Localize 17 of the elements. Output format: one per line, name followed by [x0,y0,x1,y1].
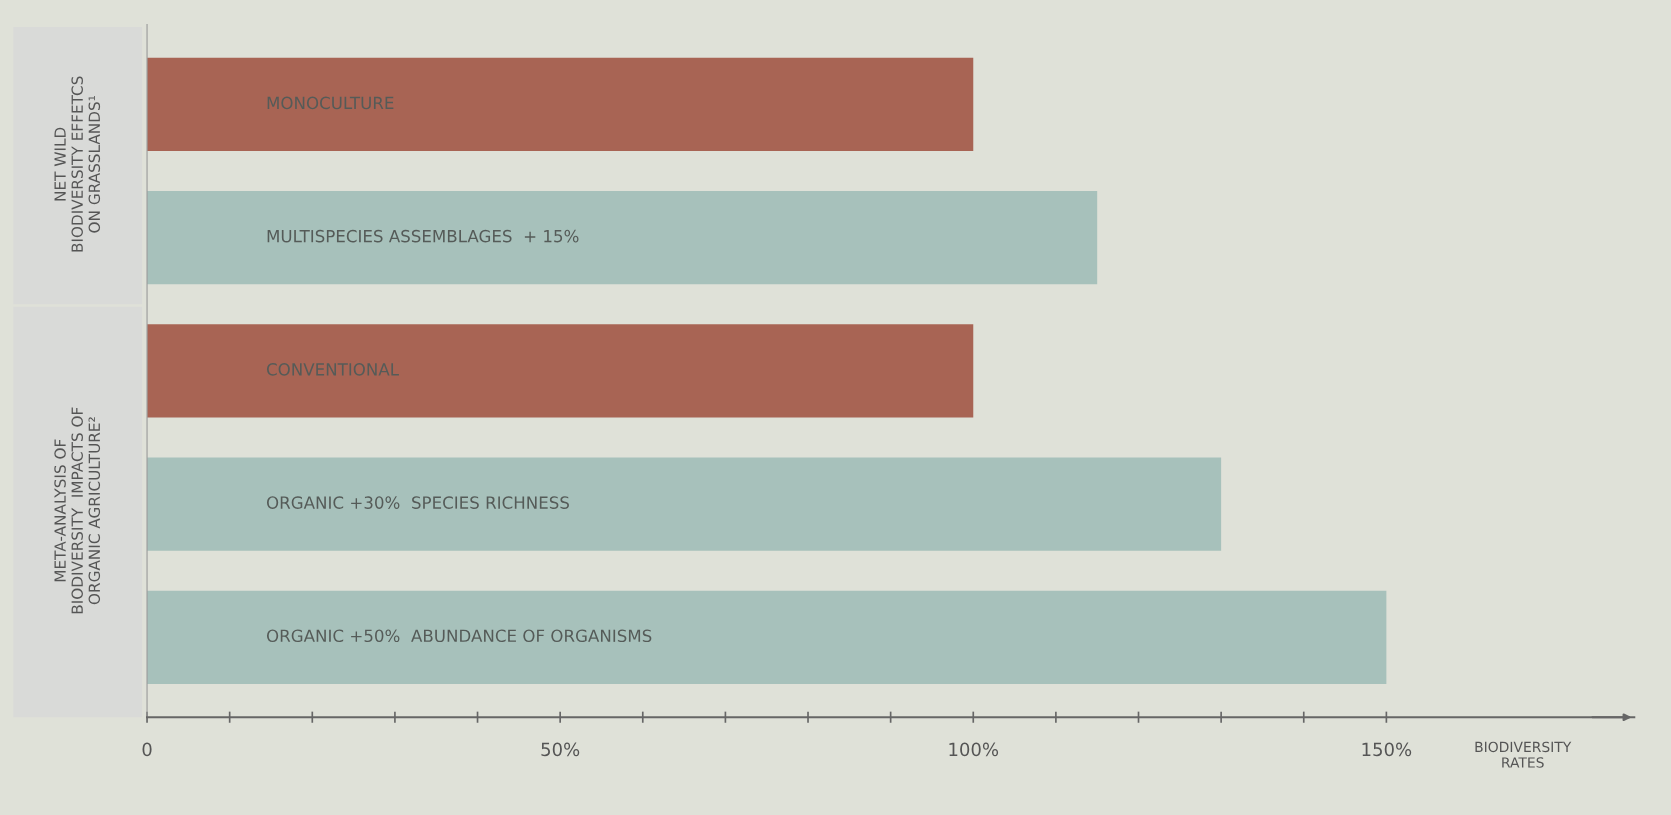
y-tick-label: MULTISPECIES ASSEMBLAGES + 15% [267,229,579,243]
bar [147,324,974,418]
y-tick-label: ORGANIC +30% SPECIES RICHNESS [266,496,569,509]
x-tick-label: 0 [142,742,152,757]
x-tick-label: 150% [1362,742,1412,757]
y-tick-label: CONVENTIONAL [266,363,399,376]
x-tick-label: 100% [949,742,999,757]
text: META-ANALYSIS OF BIODIVERSITY IMPACTS OF ORGANIC AGRICULTURE² [54,407,101,614]
x-axis-title: BIODIVERSITY RATES [1475,741,1572,768]
y-tick-label: ORGANIC +50% ABUNDANCE OF ORGANISMS [266,629,652,643]
x-tick-label: 50% [541,742,580,757]
bar [147,57,974,152]
y-tick-label: MONOCULTURE [267,96,394,110]
text: NET WILD BIODIVERSITY EFFETCS ON GRASSLANDS¹ [54,76,101,252]
bar [147,457,1222,551]
bar [147,190,1098,285]
bar [147,590,1387,684]
